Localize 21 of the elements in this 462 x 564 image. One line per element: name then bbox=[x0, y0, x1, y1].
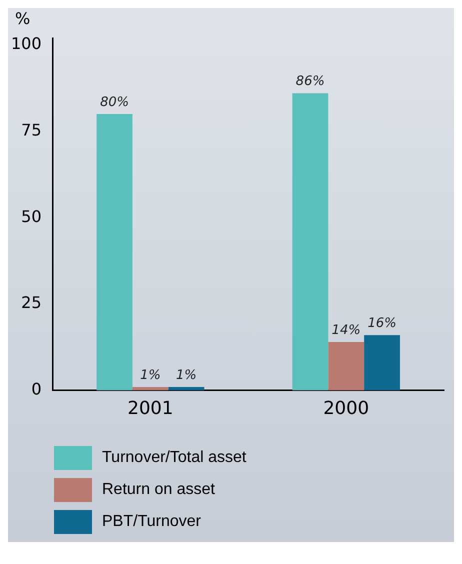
bar bbox=[292, 93, 328, 390]
data-label: 86% bbox=[296, 74, 325, 90]
bar bbox=[328, 342, 364, 390]
x-tick-label: 2000 bbox=[323, 398, 370, 419]
y-tick-label: 100 bbox=[10, 34, 42, 54]
data-label: 80% bbox=[100, 94, 129, 110]
y-tick-label: 25 bbox=[21, 293, 42, 312]
y-tick-label: 75 bbox=[21, 120, 42, 140]
data-label: 14% bbox=[332, 322, 361, 338]
data-label: 16% bbox=[368, 316, 396, 331]
legend-label: Turnover/Total asset bbox=[102, 449, 246, 467]
legend-label: Return on asset bbox=[102, 481, 215, 499]
x-tick-label: 2001 bbox=[128, 398, 174, 419]
data-label: 1% bbox=[140, 368, 161, 383]
y-tick-label: 50 bbox=[21, 206, 42, 226]
data-label: 1% bbox=[176, 368, 197, 383]
y-axis-title: % bbox=[14, 9, 30, 28]
y-tick-label: 0 bbox=[31, 380, 42, 399]
legend-label: PBT/Turnover bbox=[102, 513, 201, 531]
bar bbox=[364, 335, 400, 390]
bar bbox=[96, 114, 132, 390]
